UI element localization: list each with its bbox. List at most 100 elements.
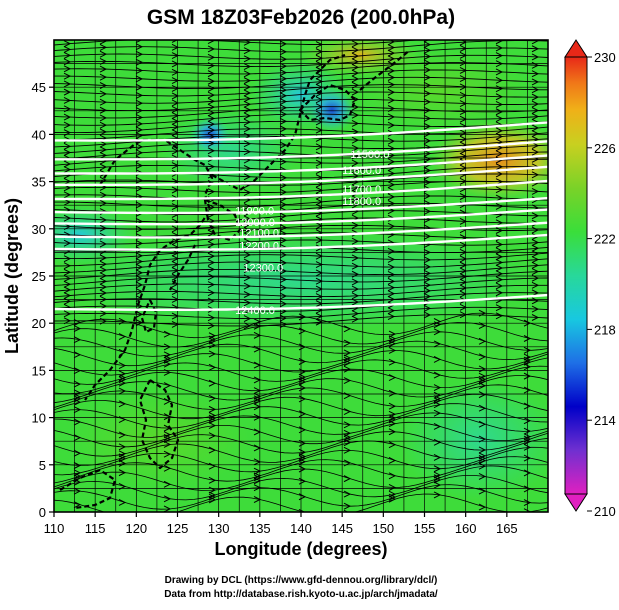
streamline-arrow bbox=[163, 450, 172, 458]
streamline-arrow bbox=[495, 194, 504, 202]
geopotential-contours bbox=[54, 121, 548, 311]
streamline-arrow bbox=[315, 54, 324, 62]
streamline-arrow bbox=[478, 404, 487, 412]
streamline-arrow bbox=[171, 255, 180, 263]
streamline-arrow bbox=[253, 428, 262, 436]
streamline-arrow bbox=[99, 73, 108, 81]
streamline-arrow bbox=[423, 155, 432, 163]
contour-label: 11600.0 bbox=[342, 165, 381, 177]
streamline-arrow bbox=[208, 462, 217, 470]
streamline-arrow bbox=[531, 148, 540, 156]
streamline-arrow bbox=[163, 431, 172, 439]
streamline-arrow bbox=[63, 317, 72, 325]
streamline-arrow bbox=[171, 123, 180, 131]
streamline bbox=[54, 40, 423, 46]
streamline-arrow bbox=[279, 55, 288, 63]
streamline-arrow bbox=[171, 68, 180, 76]
streamline-arrow bbox=[351, 75, 360, 83]
streamline-arrow bbox=[298, 453, 307, 460]
streamline-arrow bbox=[478, 420, 487, 428]
x-tick-label: 160 bbox=[455, 521, 477, 536]
streamline-arrow bbox=[478, 454, 487, 462]
streamline-arrow bbox=[279, 259, 288, 267]
streamline-arrow bbox=[207, 203, 216, 211]
streamline-arrow bbox=[253, 387, 262, 395]
streamline-arrow bbox=[315, 252, 324, 260]
streamline-arrow bbox=[459, 45, 468, 52]
streamline-arrow bbox=[99, 98, 108, 106]
streamline-arrow bbox=[387, 255, 396, 263]
streamline-arrow bbox=[387, 313, 396, 321]
streamline-arrow bbox=[63, 292, 72, 299]
streamline-arrow bbox=[495, 304, 504, 312]
streamline-arrow bbox=[523, 353, 532, 361]
streamline-arrow bbox=[99, 146, 108, 154]
streamline-arrow bbox=[253, 322, 262, 330]
streamline-arrow bbox=[495, 258, 504, 266]
streamline-arrow bbox=[495, 186, 504, 194]
streamline-arrow bbox=[298, 343, 307, 351]
streamline-arrow bbox=[315, 318, 324, 326]
streamline-arrow bbox=[73, 398, 82, 406]
streamline-arrow bbox=[243, 148, 252, 156]
streamline-arrow bbox=[343, 408, 352, 416]
streamline-arrow bbox=[118, 333, 127, 341]
streamline bbox=[54, 322, 548, 348]
streamline-arrow bbox=[207, 133, 216, 141]
streamline-arrow bbox=[253, 444, 262, 452]
streamline-arrow bbox=[73, 351, 82, 359]
streamline-arrow bbox=[433, 321, 442, 329]
streamline-arrow bbox=[388, 441, 397, 449]
streamline-arrow bbox=[171, 296, 180, 303]
streamline-arrow bbox=[478, 503, 487, 511]
streamline-arrow bbox=[531, 86, 540, 94]
streamline-arrow bbox=[253, 472, 262, 480]
streamline-arrow bbox=[351, 159, 360, 167]
streamline-arrow bbox=[163, 343, 172, 351]
streamline-arrow bbox=[433, 422, 442, 430]
streamline-arrow bbox=[387, 67, 396, 75]
streamline-arrow bbox=[423, 40, 430, 43]
streamline-arrow bbox=[495, 85, 504, 93]
streamline-arrow bbox=[351, 46, 360, 54]
streamline-arrow bbox=[523, 469, 532, 477]
streamline bbox=[54, 403, 548, 429]
streamline bbox=[54, 312, 548, 339]
colorbar-tick-label: 226 bbox=[594, 141, 616, 156]
streamline-arrow bbox=[388, 495, 397, 503]
streamline bbox=[54, 437, 548, 466]
streamline-arrow bbox=[298, 458, 307, 466]
streamline-arrow bbox=[531, 53, 540, 61]
streamline-arrow bbox=[243, 258, 252, 266]
streamline-arrow bbox=[315, 293, 324, 301]
streamline-arrow bbox=[315, 312, 324, 320]
streamline-arrow bbox=[495, 282, 504, 290]
streamline-arrow bbox=[63, 286, 72, 294]
chart-title: GSM 18Z03Feb2026 (200.0hPa) bbox=[147, 6, 455, 29]
streamline-arrow bbox=[433, 371, 442, 379]
streamline-arrow bbox=[423, 41, 432, 49]
streamline-arrow bbox=[279, 92, 288, 100]
streamline-arrow bbox=[387, 247, 396, 255]
streamline-arrow bbox=[478, 372, 487, 380]
streamline-arrow bbox=[135, 143, 144, 151]
streamline-arrow bbox=[207, 97, 216, 105]
streamline-arrow bbox=[171, 312, 180, 320]
streamline-arrow bbox=[315, 174, 324, 182]
streamline-arrow bbox=[478, 446, 487, 454]
streamline-arrow bbox=[118, 362, 127, 369]
streamline-arrow bbox=[171, 40, 179, 43]
streamline-arrow bbox=[351, 221, 360, 229]
streamline-arrow bbox=[298, 410, 307, 418]
streamline-arrow bbox=[387, 40, 396, 46]
streamline-arrow bbox=[387, 55, 396, 63]
streamline-arrow bbox=[423, 287, 432, 295]
contour-label: 12300.0 bbox=[243, 262, 283, 274]
streamline-arrow bbox=[315, 89, 324, 97]
streamline-arrow bbox=[459, 83, 468, 91]
colorbar-tick-label: 218 bbox=[594, 322, 616, 337]
streamline-arrow bbox=[99, 260, 108, 268]
streamline-arrow bbox=[531, 100, 540, 108]
streamline-arrow bbox=[207, 53, 216, 61]
streamline-arrow bbox=[63, 214, 72, 222]
